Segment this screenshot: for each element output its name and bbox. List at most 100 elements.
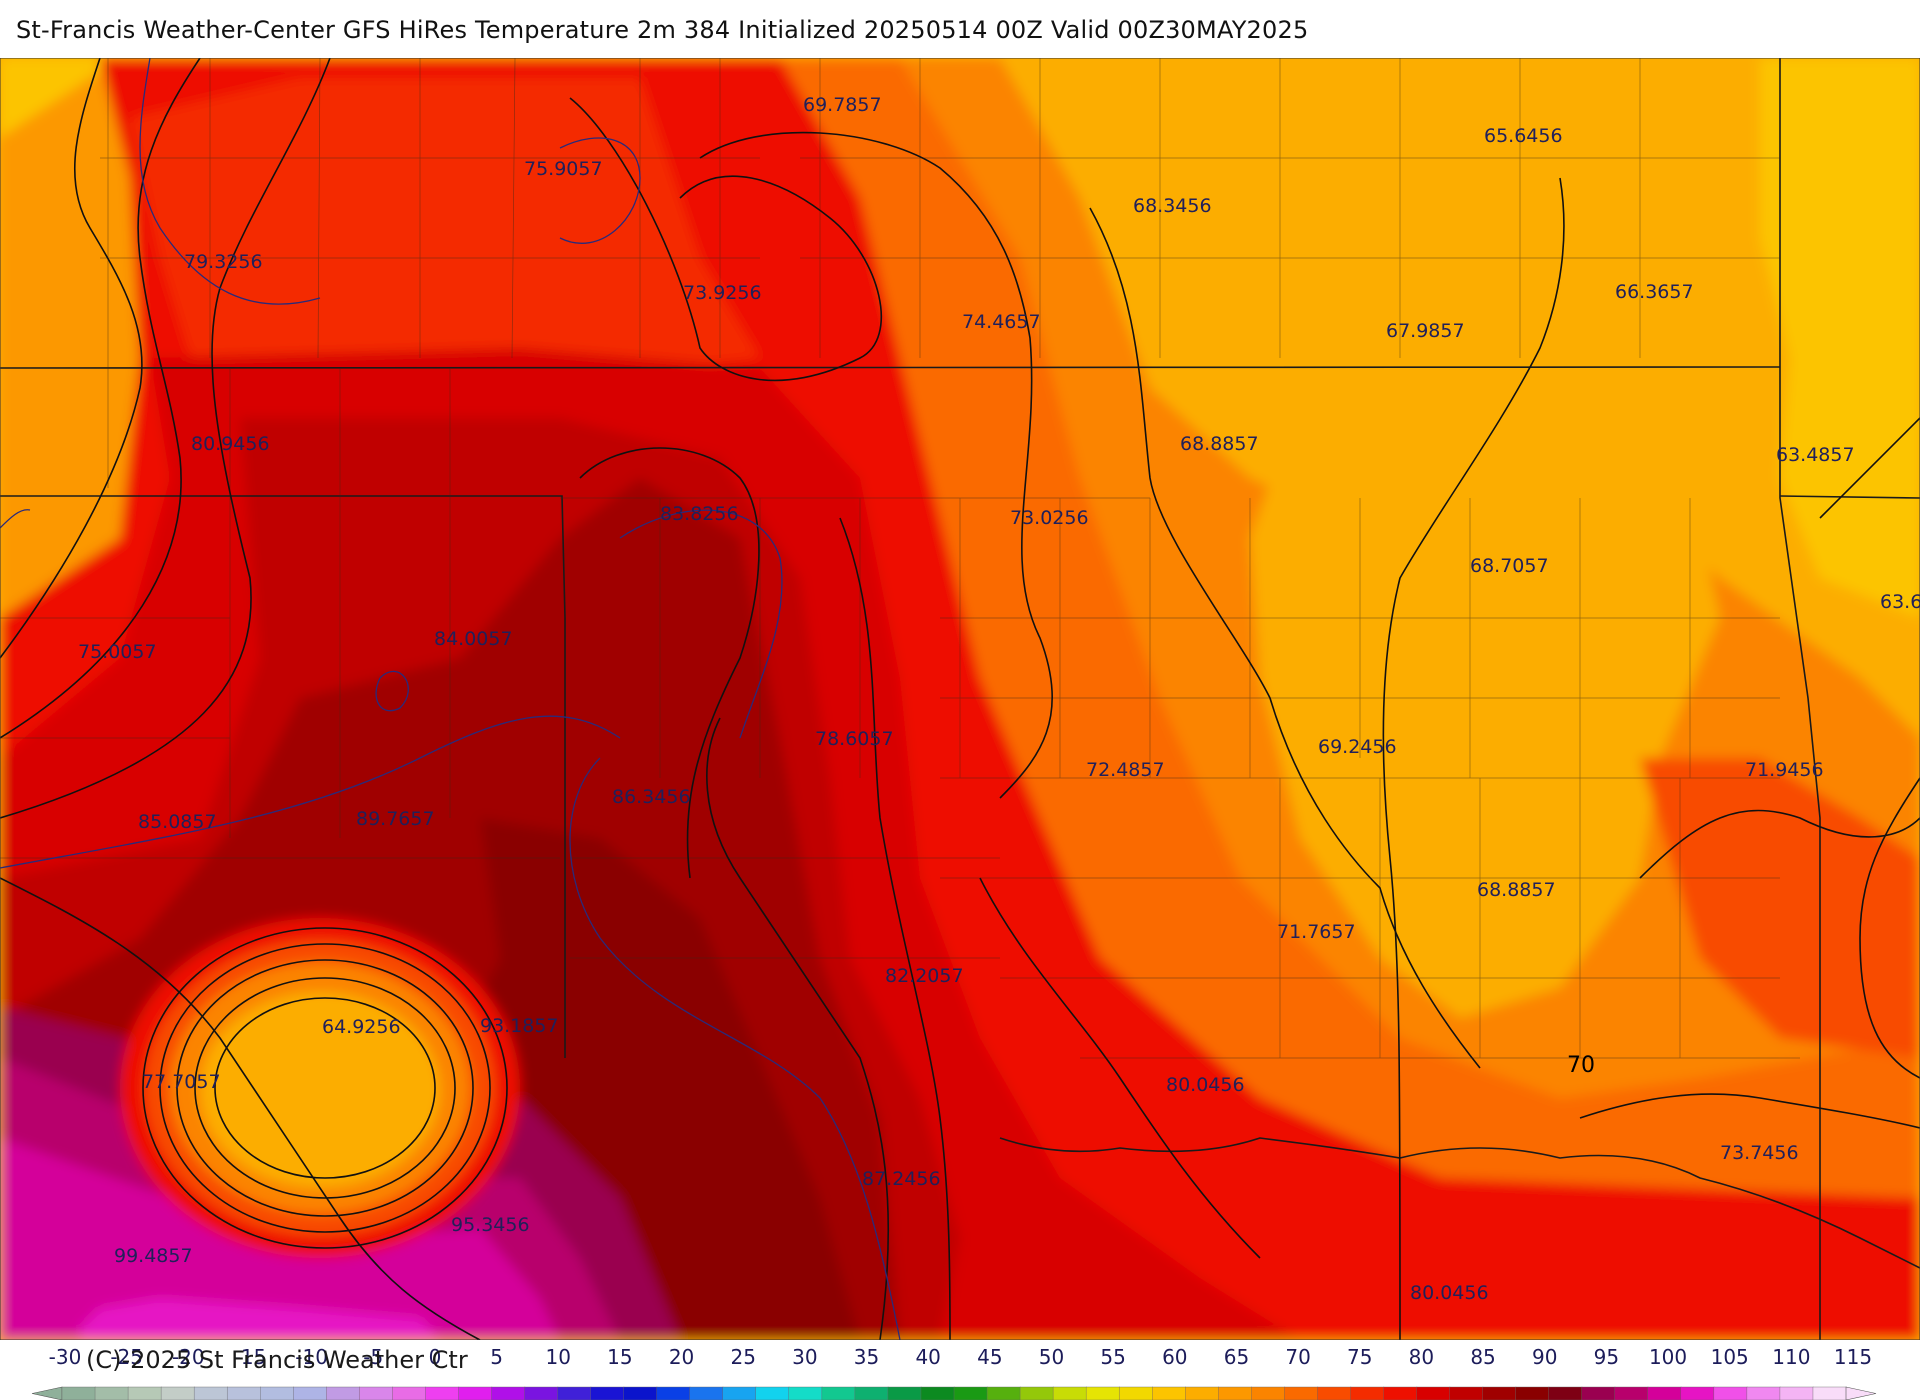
colorbar-arrow-right — [1845, 1386, 1877, 1400]
map-value-label: 72.4857 — [1086, 759, 1165, 781]
contour-line-navy — [0, 509, 31, 529]
map-value-label: 71.7657 — [1277, 921, 1356, 943]
county-line — [229, 368, 1150, 838]
contour-line — [1639, 809, 1920, 879]
contour-line-navy — [0, 715, 621, 869]
colorbar-swatch — [656, 1386, 691, 1400]
colorbar-tick-label: 5 — [490, 1345, 503, 1369]
copyright-text: (C)-2025 St Francis Weather Ctr — [86, 1346, 468, 1374]
colorbar-swatch — [458, 1386, 493, 1400]
map-canvas[interactable]: 69.7857 65.6456 75.9057 68.3456 79.3256 73.92… — [0, 58, 1920, 1340]
colorbar-ticks: -30 -25 -20 -15 -10 -5 0 5 10 15 20 25 30 35 40 45 50 55 6… — [49, 1345, 1872, 1369]
contour-line — [699, 131, 1053, 799]
colorbar-swatch — [425, 1386, 460, 1400]
colorbar-swatch — [94, 1386, 129, 1400]
map-value-label: 75.0057 — [78, 641, 157, 663]
county-line — [1149, 498, 1691, 778]
map-value-label: 69.7857 — [803, 94, 882, 116]
colorbar-tick-label: 40 — [915, 1345, 940, 1369]
colorbar-swatch — [226, 1386, 261, 1400]
colorbar-swatch — [160, 1386, 195, 1400]
colorbar-tick-label: 115 — [1834, 1345, 1872, 1369]
colorbar-swatch — [359, 1386, 394, 1400]
colorbar-swatch — [953, 1386, 988, 1400]
map-value-label: 71.9456 — [1745, 759, 1824, 781]
colorbar-swatch — [920, 1386, 955, 1400]
contour-line — [569, 97, 883, 382]
contour-line — [0, 877, 481, 1340]
colorbar-tick-label: 35 — [854, 1345, 879, 1369]
ring-contour — [159, 943, 491, 1233]
colorbar-swatch — [1052, 1386, 1087, 1400]
colorbar-swatch — [193, 1386, 228, 1400]
fill-gold-northeast — [1760, 58, 1920, 618]
colorbar-tick-label: 70 — [1285, 1345, 1310, 1369]
county-line — [940, 617, 1800, 1059]
map-value-label: 74.4657 — [962, 311, 1041, 333]
temperature-map[interactable]: 69.7857 65.6456 75.9057 68.3456 79.3256 73.92… — [0, 58, 1920, 1340]
value-labels: 69.7857 65.6456 75.9057 68.3456 79.3256 73.92… — [78, 94, 1920, 1304]
map-value-label: 64.9256 — [322, 1016, 401, 1038]
map-value-label: 63.6657 — [1880, 591, 1920, 613]
colorbar-swatch — [1482, 1386, 1517, 1400]
contour-line — [1089, 207, 1481, 1069]
colorbar-swatch — [1317, 1386, 1352, 1400]
map-title: St-Francis Weather-Center GFS HiRes Temp… — [16, 16, 1309, 44]
colorbar-swatches — [31, 1386, 1877, 1400]
colorbar-tick-label: 0 — [429, 1345, 442, 1369]
map-value-label: 79.3256 — [184, 251, 263, 273]
colorbar-swatch — [1581, 1386, 1616, 1400]
colorbar-swatch — [788, 1386, 823, 1400]
contour-line — [0, 58, 331, 819]
contour-line — [1579, 1093, 1920, 1129]
colorbar-tick-label: -25 — [110, 1345, 143, 1369]
map-value-label: 86.3456 — [612, 786, 691, 808]
colorbar-swatch — [1548, 1386, 1583, 1400]
contour-line-navy — [559, 137, 641, 244]
colorbar-swatch — [557, 1386, 592, 1400]
colorbar-swatch — [1713, 1386, 1748, 1400]
boundary-line — [999, 1137, 1920, 1269]
contour-line — [979, 877, 1261, 1259]
colorbar-tick-label: 100 — [1649, 1345, 1687, 1369]
isotherm-contours — [0, 58, 1920, 1340]
colorbar-swatch — [524, 1386, 559, 1400]
colorbar-swatch — [260, 1386, 294, 1400]
map-value-label: 84.0057 — [434, 628, 513, 650]
colorbar-swatch — [392, 1386, 427, 1400]
contour-line-navy — [619, 509, 783, 739]
map-value-label: 65.6456 — [1484, 125, 1563, 147]
colorbar-tick-label: 45 — [977, 1345, 1002, 1369]
colorbar-tick-label: -20 — [172, 1345, 205, 1369]
fill-bright-magenta — [80, 1298, 440, 1340]
county-line — [107, 58, 721, 488]
colorbar-swatch — [1647, 1386, 1682, 1400]
colorbar-swatch — [1185, 1386, 1219, 1400]
colorbar-swatch — [689, 1386, 724, 1400]
colorbar-tick-label: 85 — [1470, 1345, 1495, 1369]
colorbar-swatch — [1251, 1386, 1286, 1400]
contour-line-navy — [139, 58, 321, 305]
colorbar-swatch — [326, 1386, 361, 1400]
county-lines — [0, 58, 1800, 1059]
colorbar-tick-label: 55 — [1100, 1345, 1125, 1369]
colorbar-tick-label: -10 — [295, 1345, 328, 1369]
colorbar-swatch — [293, 1386, 327, 1400]
county-line — [800, 157, 1780, 259]
colorbar-swatch — [1449, 1386, 1484, 1400]
fill-ring-light-orange — [200, 992, 440, 1188]
colorbar-swatch — [986, 1386, 1021, 1400]
bullseye-contours — [142, 927, 508, 1249]
colorbar-canvas: -30 -25 -20 -15 -10 -5 0 5 10 15 20 25 30 35 40 45 50 55 6… — [31, 1345, 1877, 1400]
colorbar-swatch — [1218, 1386, 1253, 1400]
map-value-label: 68.7057 — [1470, 555, 1549, 577]
map-value-label: 99.4857 — [114, 1245, 193, 1267]
colorbar-swatch — [590, 1386, 625, 1400]
colorbar-swatch — [1680, 1386, 1715, 1400]
ring-contour — [176, 959, 474, 1217]
contour-line — [1819, 417, 1920, 519]
colorbar-tick-label: -5 — [363, 1345, 383, 1369]
colorbar-swatch — [491, 1386, 526, 1400]
map-value-label: 75.9057 — [524, 158, 603, 180]
colorbar-swatch — [1284, 1386, 1319, 1400]
